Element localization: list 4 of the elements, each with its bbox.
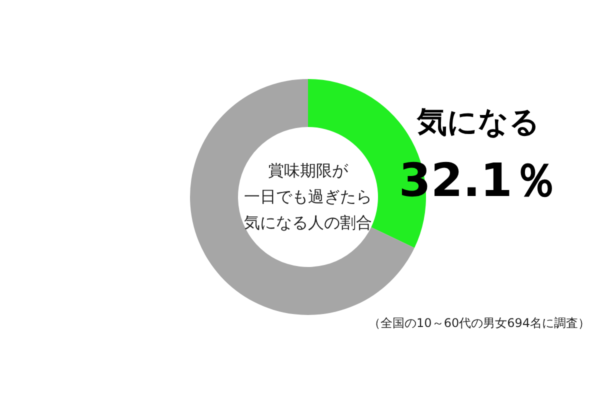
text: （全国の10～60代の男女694名に調査） [368, 316, 590, 330]
text: 賞味期限が [268, 161, 349, 180]
slice-label: 気になる [416, 105, 540, 140]
text: 一日でも過ぎたら気になる人の割合 [244, 187, 372, 232]
